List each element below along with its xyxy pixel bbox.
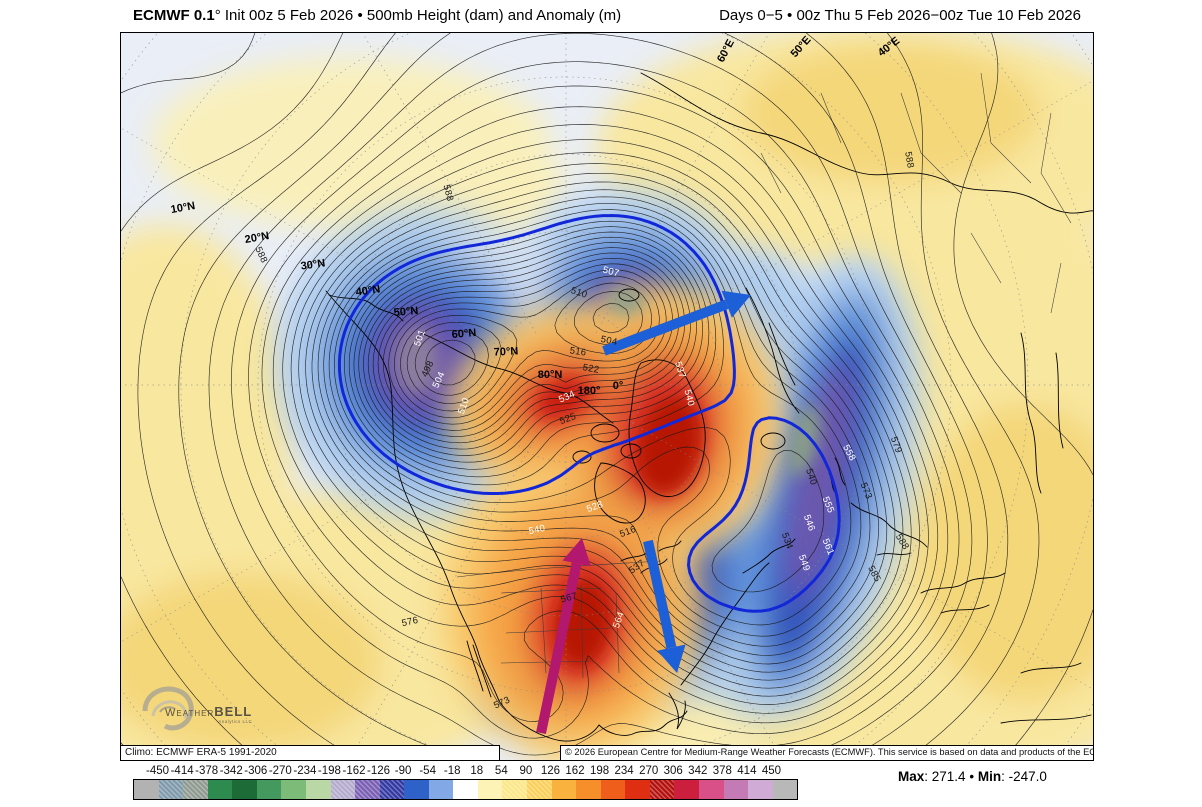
colorbar-cell — [281, 780, 306, 799]
colorbar-cell — [551, 780, 577, 799]
page-title: ECMWF 0.1° Init 00z 5 Feb 2026 • 500mb H… — [133, 7, 621, 24]
model-name: ECMWF 0.1 — [133, 7, 215, 24]
colorbar-cell — [576, 780, 601, 799]
annotation-arrows — [536, 290, 751, 735]
colorbar-cell — [502, 780, 527, 799]
colorbar-tick-label: 378 — [712, 765, 732, 777]
weatherbell-logo: WeatherBELL Analytics LLC — [135, 681, 305, 743]
validity-range: Days 0−5 • 00z Thu 5 Feb 2026−00z Tue 10… — [719, 7, 1081, 24]
climo-note: Climo: ECMWF ERA-5 1991-2020 — [121, 745, 500, 760]
colorbar-tick-label: -270 — [268, 765, 292, 777]
colorbar-tick-label: -414 — [170, 765, 194, 777]
weatherbell-sub: Analytics LLC — [218, 719, 253, 724]
colorbar-tick-label: 414 — [737, 765, 757, 777]
max-label: Max — [898, 769, 925, 784]
colorbar-tick-label: 198 — [589, 765, 610, 777]
colorbar-cell — [330, 780, 356, 799]
colorbar-tick-label: 18 — [470, 765, 484, 777]
map-canvas — [121, 33, 1093, 760]
polar-jet-arrow-northeast — [602, 299, 729, 356]
colorbar-cell — [625, 780, 650, 799]
colorbar-cell — [404, 780, 429, 799]
colorbar-tick-label: -90 — [394, 765, 412, 777]
max-colon: : — [924, 769, 932, 784]
graticule — [121, 33, 1093, 760]
colorbar-cell — [600, 780, 626, 799]
colorbar-tick-label: 90 — [519, 765, 533, 777]
ecmwf-copyright: © 2026 European Centre for Medium-Range … — [560, 745, 1093, 760]
title-rest: ° Init 00z 5 Feb 2026 • 500mb Height (da… — [214, 7, 622, 24]
colorbar-cell — [428, 780, 454, 799]
colorbar-cell — [748, 780, 773, 799]
colorbar-tick-label: -342 — [219, 765, 243, 777]
colorbar-tick-label: -450 — [146, 765, 170, 777]
colorbar-tick-label: 234 — [614, 765, 634, 777]
colorbar-tick-label: 306 — [663, 765, 683, 777]
header-bar: ECMWF 0.1° Init 00z 5 Feb 2026 • 500mb H… — [0, 0, 1202, 31]
colorbar-cell — [453, 780, 478, 799]
max-value: 271.4 — [931, 769, 966, 784]
colorbar-tick-label: 342 — [688, 765, 708, 777]
weatherbell-bell: BELL — [214, 704, 253, 719]
colorbar-tick-label: -378 — [195, 765, 219, 777]
weatherbell-weather: Weather — [165, 707, 215, 719]
colorbar-tick-label: -54 — [419, 765, 436, 777]
colorbar-cell — [134, 780, 159, 799]
colorbar-cell — [674, 780, 699, 799]
map-panel: 10°N 20°N 30°N 40°N 50°N 60°N 70°N 80°N 60°E 50°E… — [120, 32, 1094, 761]
colorbar-cell — [305, 780, 331, 799]
height-contours — [121, 33, 1093, 760]
colorbar-cell — [527, 780, 552, 799]
colorbar-tick-label: -18 — [443, 765, 461, 777]
colorbar-tick-label: 126 — [540, 765, 561, 777]
colorbar-tick-label: 162 — [565, 765, 585, 777]
colorbar-cell — [723, 780, 749, 799]
colorbar-cell — [158, 780, 184, 799]
colorbar-tick-label: -162 — [342, 765, 366, 777]
colorbar — [133, 779, 798, 800]
colorbar-tick-label: -126 — [367, 765, 391, 777]
trough-dig-arrow-south-head — [657, 644, 686, 673]
colorbar-cell — [477, 780, 503, 799]
colorbar-tick-label: -306 — [244, 765, 268, 777]
colorbar-cell — [256, 780, 282, 799]
colorbar-cell — [232, 780, 257, 799]
min-value: -247.0 — [1008, 769, 1047, 784]
polar-jet-arrow-northeast-head — [721, 290, 751, 318]
colorbar-tick-label: 450 — [761, 765, 782, 777]
weatherbell-wordmark: WeatherBELL Analytics LLC — [165, 703, 252, 724]
ridge-surge-arrow-north-head — [562, 538, 591, 567]
weatherbell-swirl-icon — [142, 686, 194, 731]
colorbar-tick-label: -234 — [293, 765, 317, 777]
trough-dig-arrow-south — [643, 539, 677, 649]
colorbar-tick-label: 270 — [639, 765, 659, 777]
colorbar-cell — [183, 780, 208, 799]
colorbar-cell — [698, 780, 724, 799]
max-min-readout: Max: 271.4 • Min: -247.0 — [898, 769, 1047, 784]
min-colon: : — [1001, 769, 1009, 784]
colorbar-tick-label: 54 — [494, 765, 508, 777]
highlight-contour-540 — [337, 214, 841, 613]
colorbar-tick-label: -198 — [317, 765, 341, 777]
min-label: Min — [977, 769, 1002, 784]
colorbar-legend: -450 -414 -378 -342 -306 -270 -234 -198 -162 -126… — [0, 760, 1202, 807]
colorbar-cell — [772, 780, 798, 799]
ridge-surge-arrow-north — [536, 562, 582, 735]
colorbar-cell — [379, 780, 405, 799]
colorbar-cell — [207, 780, 233, 799]
colorbar-cell — [649, 780, 675, 799]
colorbar-cell — [355, 780, 380, 799]
bullet-sep: • — [969, 769, 975, 784]
